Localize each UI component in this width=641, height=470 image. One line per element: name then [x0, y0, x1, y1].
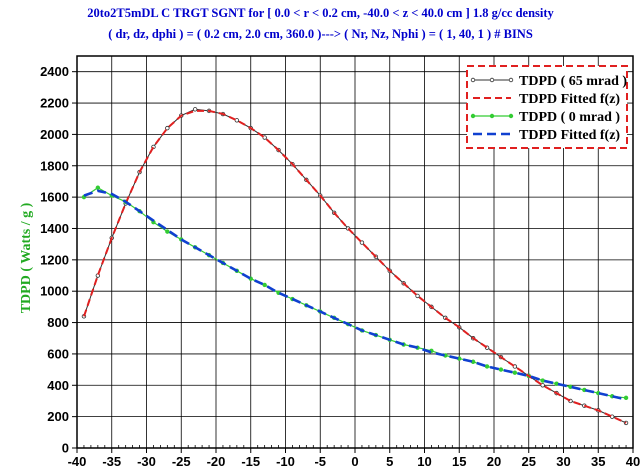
data-point [540, 383, 545, 388]
legend-marker [470, 77, 476, 83]
x-tick-label: 5 [386, 454, 393, 469]
y-tick-label: 2000 [40, 127, 69, 142]
y-tick-label: 1400 [40, 221, 69, 236]
series-line-3 [83, 189, 627, 401]
data-point [540, 378, 545, 383]
y-tick-label: 1600 [40, 190, 69, 205]
data-point [262, 135, 267, 140]
legend-marker [508, 113, 514, 119]
y-tick-label: 800 [47, 315, 69, 330]
legend: TDPD ( 65 mrad ) TDPD Fitted f(z) TDPD ( 0… [466, 65, 628, 149]
axis-ticks: -40 -35 -30 -25 -20 -15 -10 -5 0 5 10 15 20 25 30 35 400… [40, 64, 640, 469]
chart-title-line2: ( dr, dz, dphi ) = ( 0.2 cm, 2.0 cm, 360… [108, 27, 533, 41]
data-point [498, 367, 504, 372]
grid [77, 56, 633, 448]
data-point [484, 364, 490, 369]
y-tick-label: 2200 [40, 96, 69, 111]
x-tick-label: 40 [626, 454, 640, 469]
x-tick-label: -40 [68, 454, 87, 469]
y-tick-label: 200 [47, 409, 69, 424]
series-group [81, 107, 629, 426]
y-tick-label: 1000 [40, 284, 69, 299]
y-tick-label: 0 [62, 441, 69, 456]
x-tick-label: -10 [276, 454, 295, 469]
x-tick-label: 0 [351, 454, 358, 469]
x-tick-label: 20 [487, 454, 501, 469]
data-point [262, 282, 267, 288]
data-point [359, 240, 365, 245]
data-point [512, 370, 518, 375]
x-tick-label: -15 [241, 454, 260, 469]
legend-label-2: TDPD ( 0 mrad ) [519, 110, 620, 125]
x-tick-label: -30 [137, 454, 156, 469]
y-tick-label: 1200 [40, 252, 69, 267]
x-tick-label: 10 [417, 454, 431, 469]
legend-label-3: TDPD Fitted f(z) [519, 128, 620, 143]
legend-marker [508, 77, 514, 83]
x-tick-label: 15 [452, 454, 466, 469]
x-tick-label: 30 [556, 454, 570, 469]
legend-label-0: TDPD ( 65 mrad ) [519, 74, 627, 89]
y-tick-label: 2400 [40, 64, 69, 79]
chart-title-line1: 20to2T5mDL C TRGT SGNT for [ 0.0 < r < 0… [87, 6, 554, 20]
legend-marker [489, 77, 495, 83]
y-tick-label: 600 [47, 346, 69, 361]
data-point [192, 107, 198, 112]
x-tick-label: 35 [591, 454, 605, 469]
series-line-1 [83, 109, 627, 424]
legend-label-1: TDPD Fitted f(z) [519, 92, 620, 107]
x-tick-label: 25 [522, 454, 536, 469]
y-tick-label: 1800 [40, 158, 69, 173]
data-point [95, 185, 101, 190]
legend-marker [470, 113, 476, 119]
data-point [623, 395, 629, 401]
legend-marker [489, 113, 495, 119]
x-tick-label: -20 [207, 454, 226, 469]
data-point [165, 229, 170, 234]
x-tick-label: -35 [102, 454, 121, 469]
y-tick-label: 400 [47, 378, 69, 393]
x-tick-label: -5 [314, 454, 326, 469]
x-tick-label: -25 [172, 454, 191, 469]
data-point [415, 293, 420, 299]
data-point [165, 125, 170, 131]
